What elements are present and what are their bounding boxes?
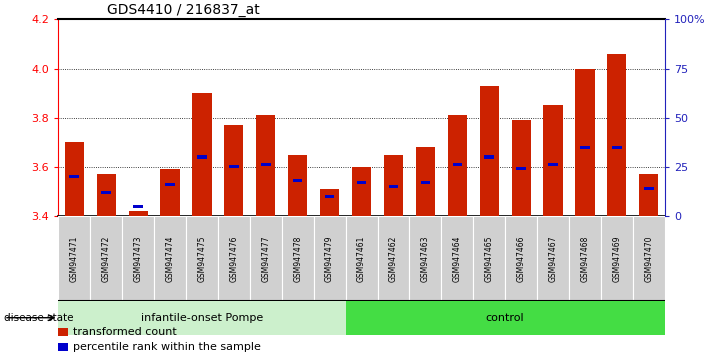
Text: disease state: disease state xyxy=(4,313,73,323)
Bar xyxy=(58,301,346,335)
Bar xyxy=(452,163,462,166)
Bar xyxy=(537,216,569,301)
Bar xyxy=(129,211,148,216)
Text: GSM947474: GSM947474 xyxy=(166,235,174,282)
Bar xyxy=(516,167,526,170)
Bar xyxy=(288,155,307,216)
Bar xyxy=(580,145,589,149)
Text: GSM947469: GSM947469 xyxy=(612,235,621,282)
Text: GSM947472: GSM947472 xyxy=(102,235,111,282)
Bar xyxy=(484,155,494,159)
Bar xyxy=(70,175,79,178)
Text: control: control xyxy=(486,313,525,323)
Text: GSM947464: GSM947464 xyxy=(453,235,462,282)
Bar xyxy=(389,185,398,188)
Bar xyxy=(384,155,403,216)
Text: GSM947471: GSM947471 xyxy=(70,235,79,282)
Bar xyxy=(612,145,621,149)
Bar xyxy=(352,167,371,216)
Text: GSM947463: GSM947463 xyxy=(421,235,430,282)
Bar xyxy=(639,174,658,216)
Text: GSM947476: GSM947476 xyxy=(230,235,238,282)
Bar xyxy=(282,216,314,301)
Bar xyxy=(261,163,271,166)
Bar xyxy=(346,301,665,335)
Bar xyxy=(250,216,282,301)
Bar xyxy=(644,187,653,190)
Bar xyxy=(193,93,211,216)
Text: GSM947465: GSM947465 xyxy=(485,235,493,282)
Bar xyxy=(543,105,562,216)
Bar xyxy=(256,115,275,216)
Text: GSM947462: GSM947462 xyxy=(389,235,398,282)
Bar xyxy=(65,142,84,216)
Bar xyxy=(480,86,499,216)
Bar xyxy=(58,343,68,351)
Bar xyxy=(197,155,207,159)
Bar xyxy=(442,216,474,301)
Bar xyxy=(506,216,537,301)
Text: GSM947467: GSM947467 xyxy=(549,235,557,282)
Bar xyxy=(293,179,302,182)
Bar xyxy=(218,216,250,301)
Bar xyxy=(325,195,334,198)
Bar xyxy=(229,165,239,169)
Text: GSM947461: GSM947461 xyxy=(357,235,366,282)
Bar xyxy=(154,216,186,301)
Bar xyxy=(575,69,594,216)
Bar xyxy=(416,147,435,216)
Bar xyxy=(314,216,346,301)
Bar xyxy=(58,216,90,301)
Text: GSM947475: GSM947475 xyxy=(198,235,206,282)
Bar xyxy=(410,216,442,301)
Bar xyxy=(448,115,467,216)
Text: percentile rank within the sample: percentile rank within the sample xyxy=(73,342,261,352)
Bar xyxy=(90,216,122,301)
Bar xyxy=(607,54,626,216)
Bar xyxy=(378,216,410,301)
Bar xyxy=(633,216,665,301)
Bar xyxy=(421,181,430,184)
Text: GSM947470: GSM947470 xyxy=(644,235,653,282)
Text: transformed count: transformed count xyxy=(73,327,177,337)
Text: GDS4410 / 216837_at: GDS4410 / 216837_at xyxy=(107,3,260,17)
Text: GSM947473: GSM947473 xyxy=(134,235,143,282)
Bar xyxy=(569,216,601,301)
Text: GSM947478: GSM947478 xyxy=(293,235,302,282)
Bar xyxy=(357,181,366,184)
Text: GSM947477: GSM947477 xyxy=(261,235,270,282)
Bar xyxy=(58,327,68,336)
Bar xyxy=(346,216,378,301)
Bar xyxy=(512,120,530,216)
Text: GSM947468: GSM947468 xyxy=(580,235,589,282)
Bar xyxy=(548,163,558,166)
Bar xyxy=(161,169,180,216)
Bar xyxy=(122,216,154,301)
Bar xyxy=(186,216,218,301)
Text: GSM947479: GSM947479 xyxy=(325,235,334,282)
Bar xyxy=(320,189,339,216)
Text: GSM947466: GSM947466 xyxy=(517,235,525,282)
Bar xyxy=(474,216,506,301)
Bar xyxy=(165,183,175,186)
Text: infantile-onset Pompe: infantile-onset Pompe xyxy=(141,313,263,323)
Bar xyxy=(102,191,111,194)
Bar xyxy=(224,125,243,216)
Bar xyxy=(601,216,633,301)
Bar xyxy=(134,205,143,208)
Bar xyxy=(97,174,116,216)
